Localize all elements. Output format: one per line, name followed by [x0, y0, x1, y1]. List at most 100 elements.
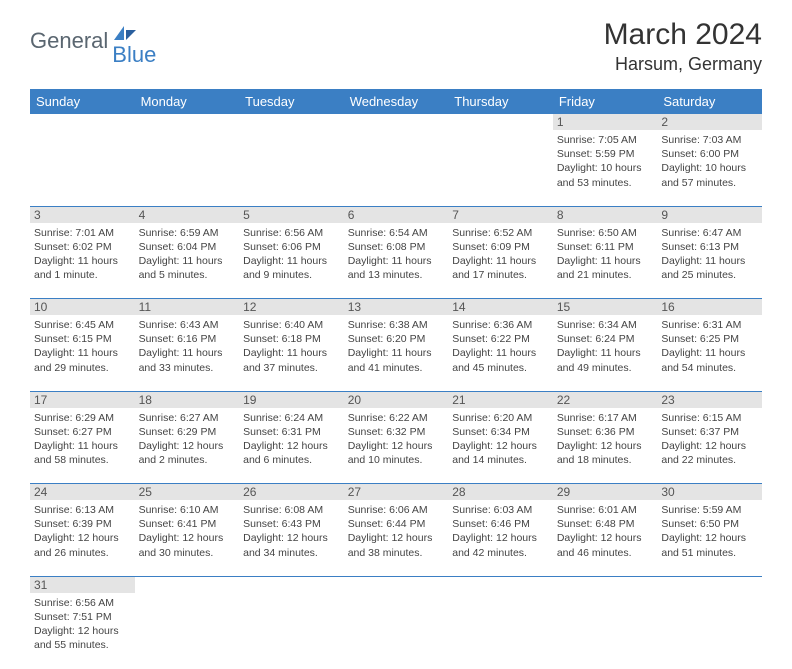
day-cell: Sunrise: 6:56 AMSunset: 7:51 PMDaylight:…: [30, 593, 135, 669]
day-number: 29: [553, 484, 658, 501]
daylight-text: Daylight: 11 hours and 41 minutes.: [348, 346, 445, 374]
day-cell: Sunrise: 6:17 AMSunset: 6:36 PMDaylight:…: [553, 408, 658, 484]
day-cell: Sunrise: 6:52 AMSunset: 6:09 PMDaylight:…: [448, 223, 553, 299]
day-cell: Sunrise: 6:08 AMSunset: 6:43 PMDaylight:…: [239, 500, 344, 576]
day-cell: Sunrise: 6:56 AMSunset: 6:06 PMDaylight:…: [239, 223, 344, 299]
sunrise-text: Sunrise: 6:22 AM: [348, 411, 445, 425]
day-content-row: Sunrise: 7:01 AMSunset: 6:02 PMDaylight:…: [30, 223, 762, 299]
sunset-text: Sunset: 6:00 PM: [661, 147, 758, 161]
location: Harsum, Germany: [604, 54, 762, 75]
day-cell: [135, 130, 240, 206]
day-cell: [344, 593, 449, 669]
sunset-text: Sunset: 6:46 PM: [452, 517, 549, 531]
sunset-text: Sunset: 6:08 PM: [348, 240, 445, 254]
day-content-row: Sunrise: 7:05 AMSunset: 5:59 PMDaylight:…: [30, 130, 762, 206]
day-details: Sunrise: 6:45 AMSunset: 6:15 PMDaylight:…: [34, 318, 131, 375]
day-number: 26: [239, 484, 344, 501]
day-number: 3: [30, 206, 135, 223]
sunrise-text: Sunrise: 6:27 AM: [139, 411, 236, 425]
sunset-text: Sunset: 6:50 PM: [661, 517, 758, 531]
day-details: Sunrise: 6:43 AMSunset: 6:16 PMDaylight:…: [139, 318, 236, 375]
day-cell: Sunrise: 5:59 AMSunset: 6:50 PMDaylight:…: [657, 500, 762, 576]
day-details: Sunrise: 6:22 AMSunset: 6:32 PMDaylight:…: [348, 411, 445, 468]
day-details: Sunrise: 6:15 AMSunset: 6:37 PMDaylight:…: [661, 411, 758, 468]
day-number: 11: [135, 299, 240, 316]
logo-text-blue: Blue: [112, 42, 156, 68]
sunrise-text: Sunrise: 6:29 AM: [34, 411, 131, 425]
daylight-text: Daylight: 11 hours and 45 minutes.: [452, 346, 549, 374]
day-content-row: Sunrise: 6:29 AMSunset: 6:27 PM Daylight:…: [30, 408, 762, 484]
sunrise-text: Sunrise: 6:52 AM: [452, 226, 549, 240]
day-details: Sunrise: 6:59 AMSunset: 6:04 PMDaylight:…: [139, 226, 236, 283]
day-cell: Sunrise: 6:36 AMSunset: 6:22 PMDaylight:…: [448, 315, 553, 391]
sunrise-text: Sunrise: 6:15 AM: [661, 411, 758, 425]
day-number: 20: [344, 391, 449, 408]
day-details: Sunrise: 6:10 AMSunset: 6:41 PMDaylight:…: [139, 503, 236, 560]
weekday-header: Tuesday: [239, 89, 344, 114]
sunrise-text: Sunrise: 6:06 AM: [348, 503, 445, 517]
sunrise-text: Sunrise: 6:59 AM: [139, 226, 236, 240]
day-content-row: Sunrise: 6:56 AMSunset: 7:51 PMDaylight:…: [30, 593, 762, 669]
sunrise-text: Sunrise: 6:31 AM: [661, 318, 758, 332]
daylight-text: Daylight: 12 hours and 30 minutes.: [139, 531, 236, 559]
day-number: 24: [30, 484, 135, 501]
title-block: March 2024 Harsum, Germany: [604, 18, 762, 75]
day-number: [239, 576, 344, 593]
sunset-text: Sunset: 6:34 PM: [452, 425, 549, 439]
sunset-text: Sunset: 6:09 PM: [452, 240, 549, 254]
day-cell: Sunrise: 6:15 AMSunset: 6:37 PMDaylight:…: [657, 408, 762, 484]
day-number: 19: [239, 391, 344, 408]
day-details: Sunrise: 6:03 AMSunset: 6:46 PMDaylight:…: [452, 503, 549, 560]
daylight-text: Daylight: 11 hours and 54 minutes.: [661, 346, 758, 374]
day-details: Sunrise: 6:56 AMSunset: 7:51 PMDaylight:…: [34, 596, 131, 653]
sunrise-text: Sunrise: 7:05 AM: [557, 133, 654, 147]
day-number: 27: [344, 484, 449, 501]
daylight-text: Daylight: 12 hours and 14 minutes.: [452, 439, 549, 467]
daylight-text: Daylight: 12 hours and 55 minutes.: [34, 624, 131, 652]
day-number: 13: [344, 299, 449, 316]
sunset-text: Sunset: 6:44 PM: [348, 517, 445, 531]
day-number: 22: [553, 391, 658, 408]
sunrise-text: Sunrise: 6:34 AM: [557, 318, 654, 332]
day-number-row: 12: [30, 114, 762, 130]
sunrise-text: Sunrise: 6:08 AM: [243, 503, 340, 517]
weekday-header-row: Sunday Monday Tuesday Wednesday Thursday…: [30, 89, 762, 114]
day-number: 12: [239, 299, 344, 316]
header: General Blue March 2024 Harsum, Germany: [0, 0, 792, 83]
day-number: [30, 114, 135, 130]
day-cell: Sunrise: 6:50 AMSunset: 6:11 PMDaylight:…: [553, 223, 658, 299]
day-number: 15: [553, 299, 658, 316]
day-cell: Sunrise: 6:38 AMSunset: 6:20 PMDaylight:…: [344, 315, 449, 391]
day-cell: Sunrise: 6:47 AMSunset: 6:13 PMDaylight:…: [657, 223, 762, 299]
day-cell: Sunrise: 6:29 AMSunset: 6:27 PMDaylight:…: [30, 408, 135, 484]
daylight-text: Daylight: 11 hours and 5 minutes.: [139, 254, 236, 282]
sunset-text: Sunset: 6:13 PM: [661, 240, 758, 254]
day-cell: [135, 593, 240, 669]
day-number: [448, 576, 553, 593]
sunset-text: Sunset: 6:02 PM: [34, 240, 131, 254]
weekday-header: Monday: [135, 89, 240, 114]
day-cell: Sunrise: 6:54 AMSunset: 6:08 PMDaylight:…: [344, 223, 449, 299]
sunrise-text: Sunrise: 6:10 AM: [139, 503, 236, 517]
day-details: Sunrise: 6:17 AMSunset: 6:36 PMDaylight:…: [557, 411, 654, 468]
day-details: Sunrise: 6:54 AMSunset: 6:08 PMDaylight:…: [348, 226, 445, 283]
sunset-text: Sunset: 6:32 PM: [348, 425, 445, 439]
day-details: Sunrise: 6:34 AMSunset: 6:24 PMDaylight:…: [557, 318, 654, 375]
sunset-text: Sunset: 6:27 PM: [34, 425, 131, 439]
daylight-text: Daylight: 11 hours and 29 minutes.: [34, 346, 131, 374]
day-cell: Sunrise: 6:45 AMSunset: 6:15 PMDaylight:…: [30, 315, 135, 391]
day-cell: Sunrise: 6:24 AMSunset: 6:31 PMDaylight:…: [239, 408, 344, 484]
sunrise-text: Sunrise: 5:59 AM: [661, 503, 758, 517]
day-number: 18: [135, 391, 240, 408]
day-details: Sunrise: 6:24 AMSunset: 6:31 PMDaylight:…: [243, 411, 340, 468]
sunset-text: Sunset: 6:16 PM: [139, 332, 236, 346]
day-number: [239, 114, 344, 130]
day-number-row: 3456789: [30, 206, 762, 223]
sunrise-text: Sunrise: 6:54 AM: [348, 226, 445, 240]
sunset-text: Sunset: 6:37 PM: [661, 425, 758, 439]
day-number: 31: [30, 576, 135, 593]
sunrise-text: Sunrise: 7:03 AM: [661, 133, 758, 147]
sunrise-text: Sunrise: 6:47 AM: [661, 226, 758, 240]
daylight-text: Daylight: 12 hours and 10 minutes.: [348, 439, 445, 467]
sunset-text: Sunset: 6:18 PM: [243, 332, 340, 346]
